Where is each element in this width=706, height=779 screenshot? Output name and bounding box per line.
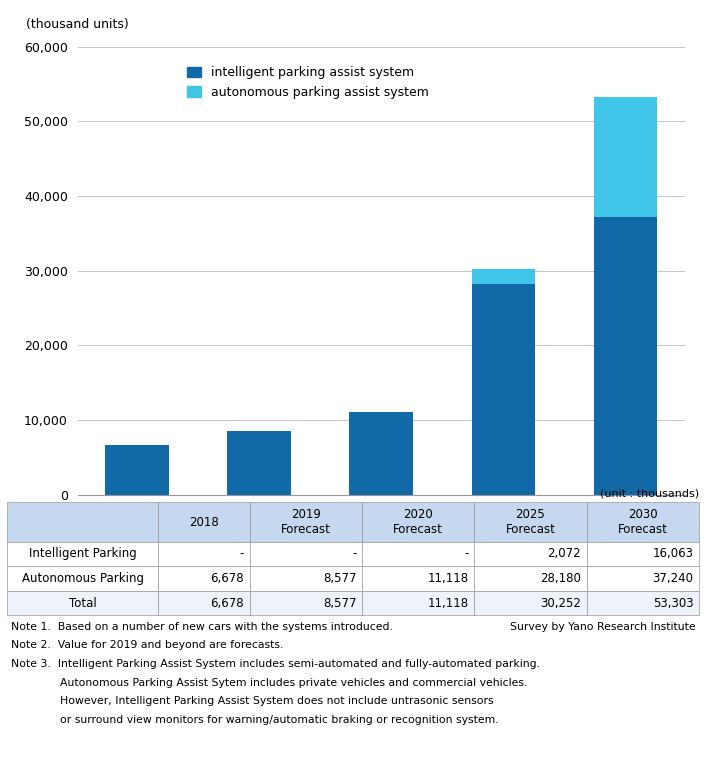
Text: However, Intelligent Parking Assist System does not include untrasonic sensors: However, Intelligent Parking Assist Syst… xyxy=(11,696,493,707)
Text: 16,063: 16,063 xyxy=(652,548,693,560)
Text: 28,180: 28,180 xyxy=(540,572,581,585)
Text: 6,678: 6,678 xyxy=(210,572,244,585)
Bar xyxy=(472,269,535,284)
Text: 2020
Forecast: 2020 Forecast xyxy=(393,508,443,536)
Text: (unit : thousands): (unit : thousands) xyxy=(600,488,699,499)
Text: )): )) xyxy=(573,506,585,521)
Text: Forecast: Forecast xyxy=(599,540,652,552)
Text: 2030
Forecast: 2030 Forecast xyxy=(618,508,668,536)
Bar xyxy=(105,445,169,495)
Text: 11,118: 11,118 xyxy=(427,572,469,585)
Text: Note 1.  Based on a number of new cars with the systems introduced.: Note 1. Based on a number of new cars wi… xyxy=(11,622,393,632)
Text: 2018: 2018 xyxy=(189,516,219,528)
Text: -: - xyxy=(352,548,357,560)
Text: Note 3.  Intelligent Parking Assist System includes semi-automated and fully-aut: Note 3. Intelligent Parking Assist Syste… xyxy=(11,659,539,669)
Text: 2025
Forecast: 2025 Forecast xyxy=(505,508,556,536)
Text: 2019
Forecast: 2019 Forecast xyxy=(281,508,330,536)
Text: Autonomous Parking Assist Sytem includes private vehicles and commercial vehicle: Autonomous Parking Assist Sytem includes… xyxy=(11,678,527,688)
Text: 2020: 2020 xyxy=(366,520,397,532)
Text: )): )) xyxy=(451,506,463,521)
Text: Note 2.  Value for 2019 and beyond are forecasts.: Note 2. Value for 2019 and beyond are fo… xyxy=(11,640,283,650)
Text: Autonomous Parking: Autonomous Parking xyxy=(22,572,143,585)
Text: (thousand units): (thousand units) xyxy=(26,18,128,31)
Bar xyxy=(227,431,291,495)
Text: -: - xyxy=(465,548,469,560)
Text: Forecast: Forecast xyxy=(232,540,286,552)
Text: Forecast: Forecast xyxy=(354,540,408,552)
Text: Forecast: Forecast xyxy=(477,540,530,552)
Text: Survey by Yano Research Institute: Survey by Yano Research Institute xyxy=(510,622,695,632)
Text: -: - xyxy=(239,548,244,560)
Text: 2,072: 2,072 xyxy=(547,548,581,560)
Bar xyxy=(594,217,657,495)
Legend: intelligent parking assist system, autonomous parking assist system: intelligent parking assist system, auton… xyxy=(187,66,429,99)
Text: 2025: 2025 xyxy=(487,520,519,532)
Text: 2030: 2030 xyxy=(609,520,641,532)
Text: 2019: 2019 xyxy=(244,520,275,532)
Text: 6,678: 6,678 xyxy=(210,597,244,610)
Text: 8,577: 8,577 xyxy=(323,572,357,585)
Bar xyxy=(349,411,413,495)
Text: Intelligent Parking: Intelligent Parking xyxy=(29,548,136,560)
Text: Total: Total xyxy=(68,597,97,610)
Text: 11,118: 11,118 xyxy=(427,597,469,610)
Text: 53,303: 53,303 xyxy=(652,597,693,610)
Text: 2018: 2018 xyxy=(121,520,153,532)
Text: 37,240: 37,240 xyxy=(652,572,693,585)
Bar xyxy=(472,284,535,495)
Bar xyxy=(594,97,657,217)
Text: 8,577: 8,577 xyxy=(323,597,357,610)
Text: 30,252: 30,252 xyxy=(540,597,581,610)
Text: or surround view monitors for warning/automatic braking or recognition system.: or surround view monitors for warning/au… xyxy=(11,715,498,725)
